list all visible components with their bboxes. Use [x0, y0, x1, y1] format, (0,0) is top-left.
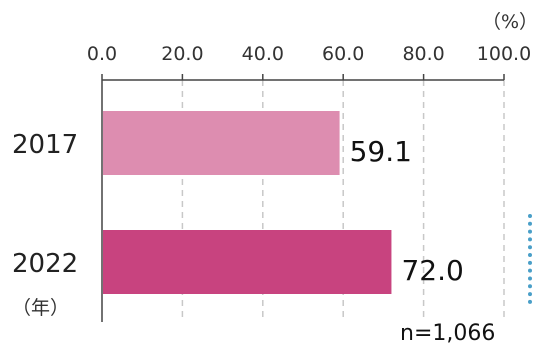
category-axis-unit: （年）: [12, 297, 69, 319]
unit-label: （%）: [482, 11, 538, 33]
sample-size-note: n=1,066: [400, 321, 495, 346]
x-tick-label: 100.0: [477, 43, 531, 65]
category-label: 2017: [12, 130, 78, 160]
value-label: 72.0: [401, 254, 463, 287]
value-label: 59.1: [350, 135, 412, 168]
bar-2017: [103, 111, 340, 175]
bars: [103, 111, 392, 294]
category-label: 2022: [12, 249, 78, 279]
x-tick-labels: 0.0 20.0 40.0 60.0 80.0 100.0: [87, 43, 531, 65]
x-tick-label: 40.0: [242, 43, 284, 65]
value-labels: 59.1 72.0: [350, 135, 464, 287]
category-labels: 2017 2022: [12, 130, 78, 279]
x-tick-label: 0.0: [87, 43, 117, 65]
x-tick-label: 20.0: [161, 43, 203, 65]
x-tick-label: 60.0: [322, 43, 364, 65]
bar-2022: [103, 230, 392, 294]
x-tick-label: 80.0: [402, 43, 444, 65]
axes: [101, 74, 505, 322]
decorative-dotted-line: [528, 214, 538, 304]
